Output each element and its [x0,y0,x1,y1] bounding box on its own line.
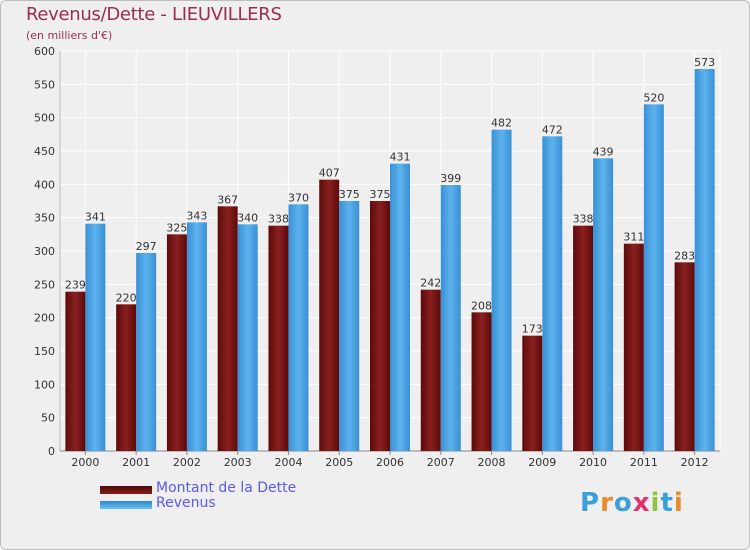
y-tick-label: 0 [48,445,55,458]
label-dette: 325 [166,221,187,234]
bar-revenus [85,223,106,451]
bars [65,69,715,452]
x-tick-label: 2008 [478,456,506,469]
bar-dette [674,262,695,451]
label-dette: 375 [370,188,391,201]
logo-letter: x [632,488,651,518]
y-tick-label: 500 [34,112,55,125]
chart-title: Revenus/Dette - LIEUVILLERS [26,4,282,25]
bar-revenus [390,163,410,451]
x-tick-label: 2007 [427,456,455,469]
logo-letter: r [600,488,614,518]
y-tick-label: 600 [34,45,55,58]
label-dette: 173 [522,323,543,336]
x-tick-label: 2000 [71,456,99,469]
bar-revenus [186,222,207,451]
x-tick-label: 2004 [274,456,302,469]
label-revenus: 520 [643,91,664,104]
y-tick-label: 250 [34,278,55,291]
bar-dette [420,289,441,451]
label-revenus: 375 [339,188,360,201]
label-revenus: 343 [186,209,207,222]
y-tick-label: 150 [34,345,55,358]
bar-revenus [694,69,715,451]
bar-dette [116,304,137,451]
y-tick-label: 550 [34,78,55,91]
bar-revenus [339,201,360,451]
bar-dette [166,234,187,451]
label-revenus: 341 [85,211,106,224]
bar-dette [268,225,289,451]
label-dette: 338 [573,213,594,226]
axes: 0 50 100 150 200 250 300 350 400 450 500 550 600 2000… [34,45,721,469]
bar-dette [217,206,238,451]
legend-label-dette: Montant de la Dette [156,480,297,496]
legend-label-revenus: Revenus [156,495,216,511]
bar-revenus [542,136,563,452]
label-revenus: 340 [237,211,258,224]
y-tick-label: 450 [34,145,55,158]
logo-letter: i [673,488,684,518]
y-tick-label: 50 [41,412,55,425]
logo-letter: o [613,488,633,518]
y-tick-label: 350 [34,212,55,225]
label-revenus: 482 [491,117,512,130]
x-tick-label: 2009 [528,456,556,469]
legend-swatch-dette [100,486,152,494]
logo-letter: P [580,488,601,518]
bar-dette [370,201,390,451]
bar-revenus [288,204,309,451]
bar-revenus [237,224,258,451]
bar-revenus [136,253,157,451]
label-dette: 367 [217,193,238,206]
y-tick-label: 200 [34,312,55,325]
label-dette: 220 [116,291,137,304]
x-tick-label: 2001 [122,456,150,469]
y-tick-label: 300 [34,245,55,258]
logo-letter: i [650,488,661,518]
label-revenus: 439 [593,145,614,158]
label-dette: 338 [268,213,289,226]
bar-revenus [593,158,614,452]
bar-revenus [491,129,512,451]
x-tick-label: 2011 [630,456,658,469]
proxiti-logo: Proxiti [580,488,684,518]
x-tick-label: 2006 [376,456,404,469]
chart-subtitle: (en milliers d'€) [26,29,113,42]
label-dette: 311 [623,231,644,244]
bar-dette [573,225,594,451]
bar-dette [471,312,492,451]
label-dette: 242 [420,277,441,290]
label-revenus: 297 [136,240,157,253]
label-revenus: 573 [694,56,715,69]
label-revenus: 472 [542,123,563,136]
label-dette: 283 [674,249,695,262]
bar-dette [623,243,644,451]
bar-dette [522,335,543,451]
y-tick-label: 400 [34,178,55,191]
label-revenus: 370 [288,191,309,204]
y-tick-label: 100 [34,378,55,391]
x-tick-label: 2003 [224,456,252,469]
label-dette: 239 [65,279,86,292]
x-tick-label: 2005 [325,456,353,469]
label-revenus: 399 [440,172,461,185]
label-dette: 208 [471,299,492,312]
bar-dette [65,291,86,451]
label-revenus: 431 [390,151,411,164]
x-tick-label: 2002 [173,456,201,469]
x-tick-label: 2012 [681,456,709,469]
logo-letter: t [660,488,674,518]
bar-revenus [643,104,664,451]
label-dette: 407 [319,167,340,180]
bar-revenus [440,185,461,451]
x-tick-label: 2010 [579,456,607,469]
legend-swatch-revenus [100,501,152,509]
bar-dette [319,179,340,451]
